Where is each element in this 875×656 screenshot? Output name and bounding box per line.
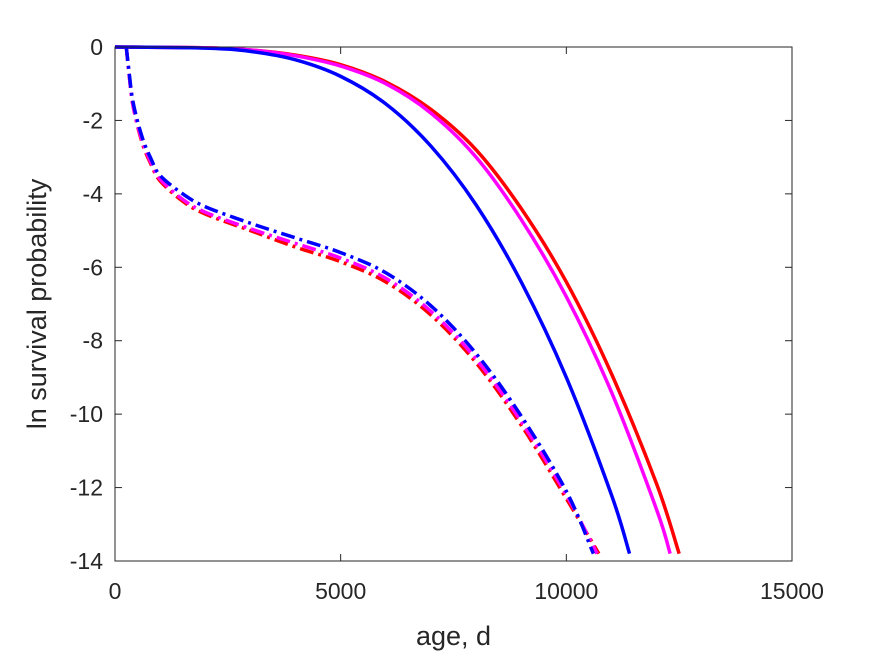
y-tick-label: -6 [83,254,103,280]
y-tick-label: -4 [83,181,104,207]
x-tick-label: 0 [109,578,122,604]
x-axis-label: age, d [416,621,491,651]
y-tick-label: -14 [70,548,103,574]
series-line-solid-2 [114,45,632,555]
series-line-dashdot-4 [124,46,599,555]
tick-layer: 0 5000 10000 15000 0 -2 -4 -6 -8 -10 -12 -14 [70,34,824,604]
x-tick-label: 5000 [315,578,366,604]
y-tick-label: -10 [70,401,103,427]
y-tick-label: -2 [83,107,103,133]
y-tick-label: -12 [70,475,103,501]
series-layer [114,45,681,555]
x-tick-label: 10000 [534,578,598,604]
series-line-dashdot-3 [124,46,601,555]
y-axis-label: ln survival probability [22,178,52,429]
series-line-solid-0 [114,45,681,555]
y-tick-label: -8 [83,328,103,354]
y-tick-label: 0 [90,34,103,60]
axes-box [114,46,793,562]
series-line-dashdot-5 [124,46,596,555]
x-tick-label: 15000 [760,578,824,604]
series-line-solid-1 [114,45,672,555]
